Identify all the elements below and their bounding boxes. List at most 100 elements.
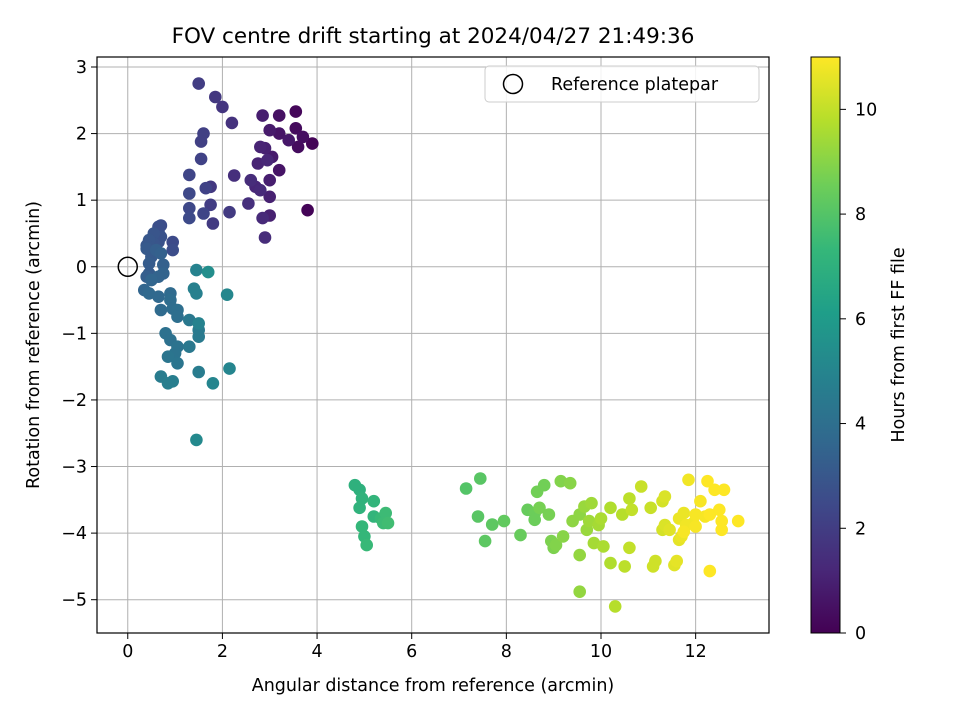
scatter-point <box>573 548 586 562</box>
x-tick-label: 10 <box>590 642 612 662</box>
legend-box <box>484 65 760 103</box>
colorbar-tick-label: 0 <box>855 624 866 644</box>
scatter-point <box>192 365 205 379</box>
scatter-point <box>554 474 568 488</box>
scatter-point <box>190 287 203 300</box>
scatter-point <box>355 520 369 533</box>
colorbar-tick-label: 2 <box>855 519 866 539</box>
scatter-point <box>582 514 596 528</box>
grid-lines <box>97 57 769 633</box>
scatter-point <box>166 375 179 388</box>
scatter-point <box>263 190 277 204</box>
scatter-point <box>623 541 636 555</box>
scatter-point <box>360 538 374 552</box>
x-tick-label: 4 <box>311 642 322 662</box>
scatter-point <box>731 514 745 528</box>
scatter-point <box>272 163 286 177</box>
scatter-point <box>296 130 310 144</box>
scatter-point <box>715 514 728 528</box>
y-tick-label: −3 <box>61 458 87 478</box>
x-tick-label: 8 <box>501 642 512 662</box>
scatter-point <box>291 140 305 154</box>
scatter-point <box>192 330 205 344</box>
y-tick-label: 0 <box>76 258 87 278</box>
scatter-point <box>183 201 196 215</box>
scatter-point <box>253 140 267 154</box>
scatter-point <box>625 503 639 517</box>
scatter-point <box>223 205 236 219</box>
scatter-point <box>301 203 314 217</box>
scatter-point <box>703 508 717 521</box>
scatter-point <box>715 523 728 537</box>
scatter-point <box>194 152 208 166</box>
scatter-point <box>514 528 527 542</box>
colorbar-tick-label: 10 <box>855 100 877 120</box>
scatter-point <box>263 173 277 187</box>
colorbar-tick-label: 6 <box>855 310 866 330</box>
scatter-point <box>597 540 610 553</box>
scatter-point <box>223 362 236 375</box>
scatter-point <box>183 211 196 225</box>
scatter-point <box>528 513 541 527</box>
scatter-point <box>682 473 695 487</box>
scatter-point <box>563 476 577 490</box>
scatter-point <box>623 492 636 505</box>
scatter-point <box>677 506 691 520</box>
reference-marker-layer <box>117 256 139 278</box>
scatter-point <box>209 90 222 104</box>
scatter-point <box>194 135 208 148</box>
scatter-point <box>192 77 205 90</box>
scatter-point <box>192 317 205 330</box>
scatter-point <box>604 556 617 570</box>
scatter-point <box>220 288 234 302</box>
scatter-point <box>459 482 473 495</box>
colorbar <box>810 56 841 634</box>
scatter-point <box>206 377 220 390</box>
scatter-point <box>608 600 622 613</box>
colorbar-tick-label: 4 <box>855 415 866 435</box>
x-tick-label: 12 <box>685 642 707 662</box>
colorbar-label: Hours from first FF file <box>889 247 909 442</box>
x-axis-ticks: 0 2 4 6 8 10 12 <box>122 633 707 662</box>
scatter-point <box>478 534 492 548</box>
scatter-point <box>616 508 629 521</box>
scatter-point <box>166 243 179 257</box>
x-tick-label: 2 <box>217 642 228 662</box>
scatter-point <box>258 231 272 244</box>
scatter-point <box>161 350 175 364</box>
scatter-point <box>263 123 277 137</box>
scatter-point <box>261 153 274 167</box>
scatter-point <box>379 506 393 520</box>
scatter-point <box>227 169 241 182</box>
scatter-point <box>381 516 395 530</box>
scatter-point <box>594 512 608 525</box>
scatter-point <box>272 127 286 140</box>
chart-title: FOV centre drift starting at 2024/04/27 … <box>172 24 695 49</box>
scatter-point <box>282 133 296 147</box>
scatter-point <box>171 357 184 370</box>
scatter-point <box>216 100 229 114</box>
y-tick-label: −5 <box>61 591 87 611</box>
legend-label: Reference platepar <box>551 75 719 95</box>
y-tick-label: −1 <box>61 324 87 344</box>
y-tick-label: 1 <box>76 191 87 211</box>
scatter-point <box>183 168 196 182</box>
scatter-point <box>152 290 165 304</box>
scatter-point <box>145 273 158 287</box>
x-tick-label: 6 <box>406 642 417 662</box>
scatter-point <box>689 508 702 521</box>
scatter-point <box>497 514 511 528</box>
y-tick-label: −4 <box>61 524 87 544</box>
scatter-point <box>556 530 570 543</box>
scatter-point <box>701 474 714 488</box>
scatter-point <box>242 197 255 210</box>
colorbar-ticks: 0 2 4 6 8 10 <box>840 100 877 644</box>
scatter-point <box>225 116 239 130</box>
x-tick-label: 0 <box>122 642 133 662</box>
y-axis-label: Rotation from reference (arcmin) <box>24 201 44 489</box>
scatter-point <box>533 501 546 515</box>
legend-reference-marker <box>502 73 524 95</box>
scatter-point <box>272 109 286 122</box>
y-tick-label: 3 <box>76 58 87 78</box>
scatter-point <box>703 564 717 578</box>
